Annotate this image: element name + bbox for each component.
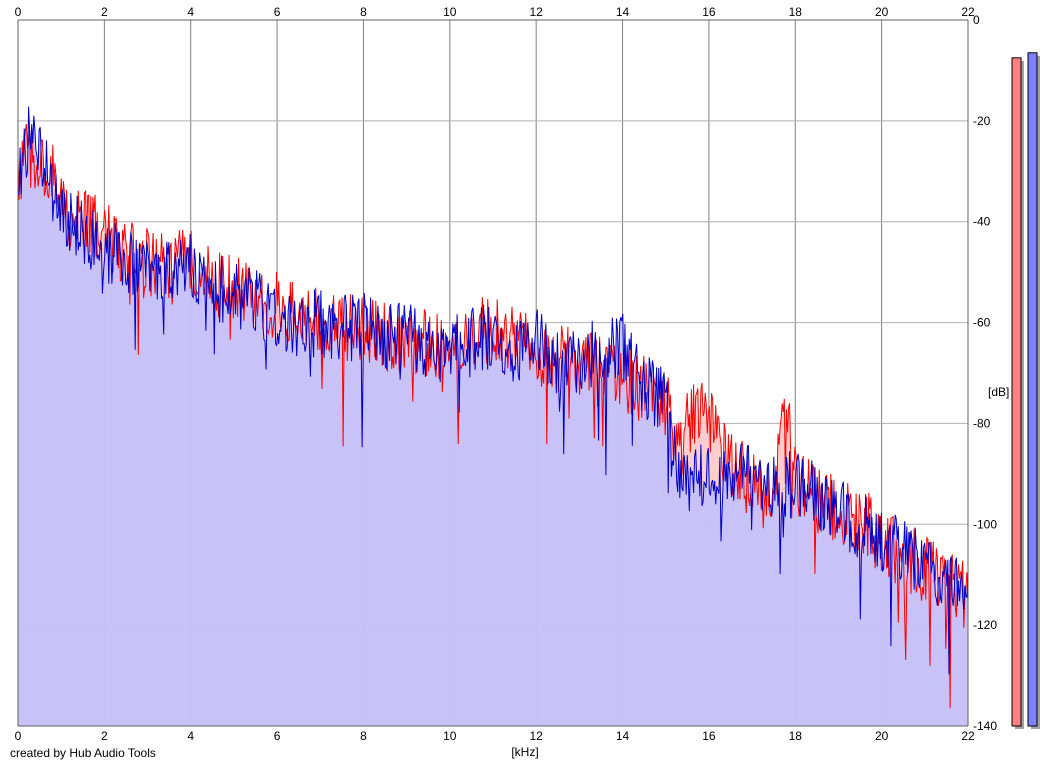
x-tick-bottom-6: 12 — [530, 729, 544, 743]
y-tick-3: -60 — [973, 316, 991, 330]
x-axis-label: [kHz] — [511, 745, 538, 759]
series-line-1 — [17, 106, 969, 675]
y-tick-4: -80 — [973, 416, 991, 430]
x-tick-bottom-9: 18 — [789, 729, 803, 743]
y-tick-7: -140 — [973, 719, 997, 733]
level-meters — [1011, 52, 1040, 730]
x-tick-top-2: 4 — [187, 5, 194, 19]
x-tick-bottom-2: 4 — [187, 729, 194, 743]
tick-labels: 002244668810101212141416161818202022220-… — [15, 5, 998, 743]
x-tick-bottom-0: 0 — [15, 729, 22, 743]
y-tick-6: -120 — [973, 618, 997, 632]
level-meter-1 — [1027, 52, 1038, 727]
x-tick-bottom-7: 14 — [616, 729, 630, 743]
x-tick-bottom-5: 10 — [443, 729, 457, 743]
plot-frame — [17, 19, 969, 727]
x-tick-top-6: 12 — [530, 5, 544, 19]
x-tick-top-3: 6 — [274, 5, 281, 19]
level-meter-0 — [1011, 57, 1022, 727]
series-fill-1 — [18, 106, 968, 727]
y-tick-0: 0 — [973, 13, 980, 27]
x-tick-top-1: 2 — [101, 5, 108, 19]
x-tick-top-8: 16 — [702, 5, 716, 19]
x-tick-bottom-1: 2 — [101, 729, 108, 743]
x-tick-top-5: 10 — [443, 5, 457, 19]
x-tick-bottom-3: 6 — [274, 729, 281, 743]
x-tick-top-7: 14 — [616, 5, 630, 19]
x-tick-top-4: 8 — [360, 5, 367, 19]
y-tick-5: -100 — [973, 517, 997, 531]
y-tick-1: -20 — [973, 114, 991, 128]
x-tick-bottom-11: 22 — [961, 729, 975, 743]
spectrum-fills — [18, 106, 968, 727]
x-tick-top-10: 20 — [875, 5, 889, 19]
x-tick-bottom-4: 8 — [360, 729, 367, 743]
x-tick-top-0: 0 — [15, 5, 22, 19]
y-tick-2: -40 — [973, 215, 991, 229]
spectrum-lines — [17, 106, 969, 709]
x-tick-top-9: 18 — [789, 5, 803, 19]
x-tick-top-11: 22 — [961, 5, 975, 19]
x-tick-bottom-8: 16 — [702, 729, 716, 743]
footer-credit: created by Hub Audio Tools — [10, 746, 156, 760]
x-tick-bottom-10: 20 — [875, 729, 889, 743]
y-axis-label: [dB] — [988, 385, 1009, 399]
